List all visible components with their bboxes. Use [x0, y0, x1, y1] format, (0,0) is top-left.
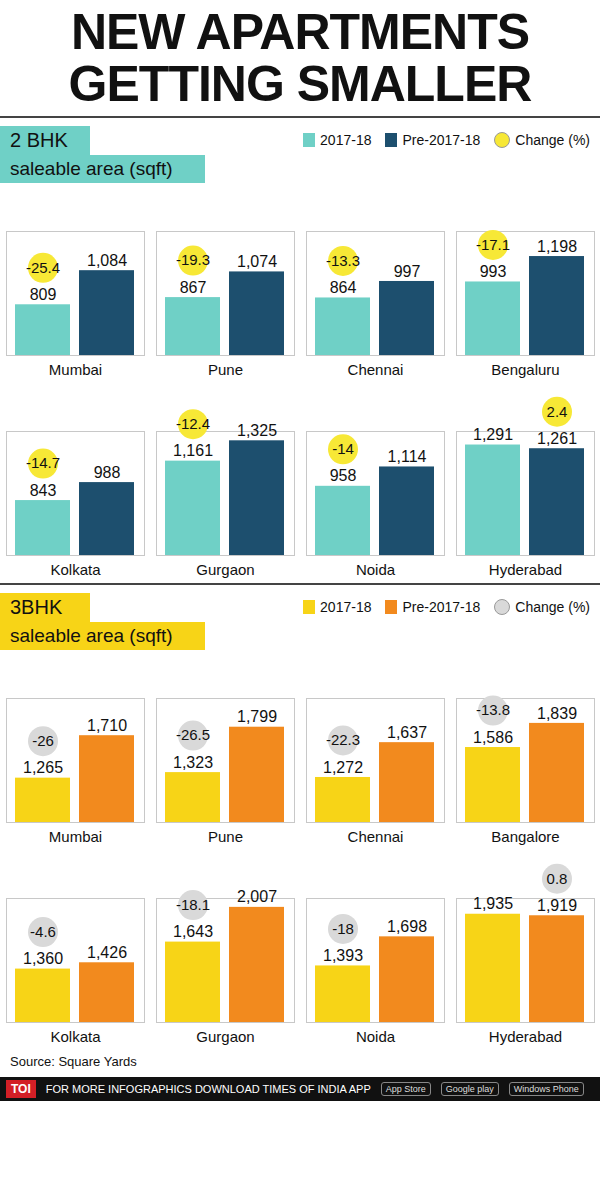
svg-text:-26: -26	[32, 732, 54, 749]
svg-text:1,161: 1,161	[173, 442, 213, 459]
svg-text:1,935: 1,935	[473, 895, 513, 912]
svg-text:1,637: 1,637	[387, 724, 427, 741]
svg-text:-14: -14	[332, 440, 354, 457]
svg-text:Gurgaon: Gurgaon	[196, 561, 254, 578]
svg-text:1,360: 1,360	[23, 950, 63, 967]
svg-text:-19.3: -19.3	[176, 251, 210, 268]
svg-text:993: 993	[480, 263, 507, 280]
svg-text:1,074: 1,074	[237, 253, 277, 270]
svg-text:1,698: 1,698	[387, 918, 427, 935]
html-text:Change (%): Change (%)	[515, 599, 590, 615]
svg-text:1,919: 1,919	[537, 897, 577, 914]
svg-text:-4.6: -4.6	[30, 923, 56, 940]
html-text:Google play: Google play	[445, 1084, 494, 1094]
html-text:FOR MORE INFOGRAPHICS DOWNLOAD: FOR MORE INFOGRAPHICS DOWNLOAD TIMES OF …	[45, 1083, 371, 1095]
svg-text:809: 809	[30, 286, 57, 303]
svg-text:1,839: 1,839	[537, 705, 577, 722]
svg-text:864: 864	[330, 279, 357, 296]
html-text:3BHK: 3BHK	[10, 596, 63, 618]
svg-text:Chennai: Chennai	[348, 828, 404, 845]
html-text:Pre-2017-18: Pre-2017-18	[402, 132, 481, 148]
html-text:Change (%): Change (%)	[515, 132, 590, 148]
svg-text:Chennai: Chennai	[348, 361, 404, 378]
svg-text:1,198: 1,198	[537, 238, 577, 255]
svg-text:1,114: 1,114	[388, 448, 427, 465]
html-text:2 BHK: 2 BHK	[10, 129, 68, 151]
html-text:NEW APARTMENTS GETTING SMALLER: NEW APARTMENTS GETTING SMALLER	[68, 4, 532, 112]
svg-text:-18: -18	[332, 920, 354, 937]
svg-text:Kolkata: Kolkata	[50, 561, 101, 578]
svg-text:1,393: 1,393	[323, 947, 363, 964]
html-text:App Store: App Store	[385, 1084, 426, 1094]
svg-text:Bengaluru: Bengaluru	[491, 361, 559, 378]
svg-text:Noida: Noida	[356, 561, 396, 578]
html-text:TOI: TOI	[11, 1082, 31, 1096]
svg-text:-14.7: -14.7	[26, 454, 60, 471]
svg-text:1,272: 1,272	[323, 759, 363, 776]
svg-text:1,586: 1,586	[473, 729, 513, 746]
svg-text:2.4: 2.4	[547, 403, 568, 420]
svg-text:Noida: Noida	[356, 1028, 396, 1045]
html-text:2017-18: 2017-18	[320, 132, 372, 148]
html-text:Windows Phone: Windows Phone	[513, 1084, 579, 1094]
svg-text:Mumbai: Mumbai	[49, 828, 102, 845]
svg-text:1,710: 1,710	[87, 717, 127, 734]
svg-text:-13.3: -13.3	[326, 252, 360, 269]
svg-text:-18.1: -18.1	[176, 896, 210, 913]
svg-text:988: 988	[94, 464, 121, 481]
svg-text:-25.4: -25.4	[26, 259, 60, 276]
svg-text:Gurgaon: Gurgaon	[196, 1028, 254, 1045]
html-text:saleable area (sqft): saleable area (sqft)	[10, 625, 173, 646]
svg-text:1,426: 1,426	[87, 944, 127, 961]
svg-text:-22.3: -22.3	[326, 731, 360, 748]
svg-text:2,007: 2,007	[237, 888, 277, 905]
html-text:2017-18: 2017-18	[320, 599, 372, 615]
svg-text:-12.4: -12.4	[176, 415, 210, 432]
svg-text:1,643: 1,643	[173, 923, 213, 940]
svg-text:1,799: 1,799	[237, 708, 277, 725]
svg-text:Bangalore: Bangalore	[491, 828, 559, 845]
svg-text:1,291: 1,291	[473, 426, 513, 443]
svg-text:1,265: 1,265	[23, 759, 63, 776]
html-text:Pre-2017-18: Pre-2017-18	[402, 599, 481, 615]
svg-text:1,261: 1,261	[537, 430, 577, 447]
svg-text:-17.1: -17.1	[476, 236, 510, 253]
svg-text:Pune: Pune	[208, 828, 243, 845]
svg-text:997: 997	[394, 263, 421, 280]
svg-text:Hyderabad: Hyderabad	[489, 1028, 562, 1045]
svg-text:Pune: Pune	[208, 361, 243, 378]
svg-text:Hyderabad: Hyderabad	[489, 561, 562, 578]
svg-text:0.8: 0.8	[547, 870, 568, 887]
svg-text:-26.5: -26.5	[176, 726, 210, 743]
html-text:Source: Square Yards: Source: Square Yards	[10, 1054, 137, 1069]
svg-text:1,323: 1,323	[173, 754, 213, 771]
svg-text:-13.8: -13.8	[476, 701, 510, 718]
html-text:saleable area (sqft): saleable area (sqft)	[10, 158, 173, 179]
svg-text:1,325: 1,325	[237, 422, 277, 439]
svg-text:958: 958	[330, 467, 357, 484]
svg-text:Mumbai: Mumbai	[49, 361, 102, 378]
svg-text:Kolkata: Kolkata	[50, 1028, 101, 1045]
svg-text:867: 867	[180, 279, 207, 296]
svg-text:843: 843	[30, 482, 57, 499]
svg-text:1,084: 1,084	[87, 252, 127, 269]
